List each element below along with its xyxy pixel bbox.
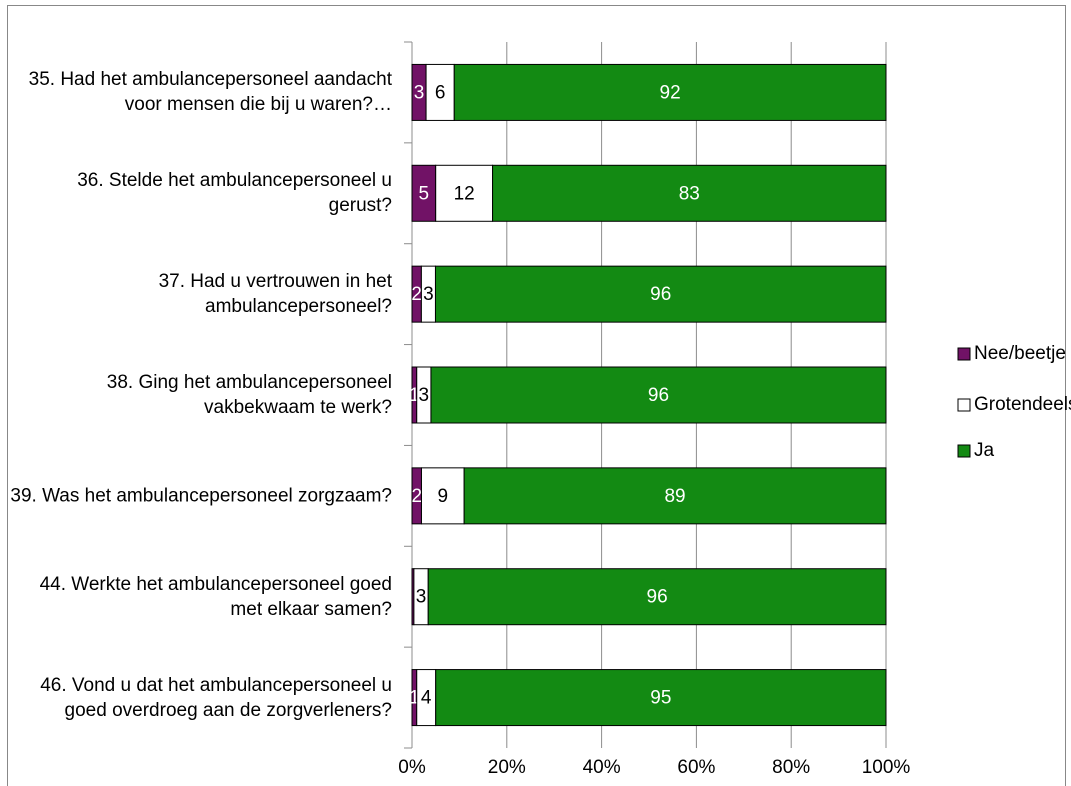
data-label: 92 <box>660 82 681 103</box>
legend-swatch <box>957 347 971 361</box>
legend-label: Ja <box>974 440 995 461</box>
frame <box>7 5 1066 786</box>
data-label: 96 <box>647 587 668 608</box>
bar-segment <box>492 164 887 222</box>
y-tick-label: 38. Ging het ambulancepersoneel vakbekwa… <box>106 372 392 418</box>
x-tick-label: 20% <box>488 757 526 778</box>
legend-label: Grotendeels <box>974 394 1071 415</box>
bar-segment <box>434 265 887 323</box>
bar-segment <box>425 63 455 121</box>
y-tick-label: 44. Werkte het ambulancepersoneel goed m… <box>39 573 392 620</box>
data-label: 96 <box>648 385 669 406</box>
data-label: 83 <box>679 183 700 204</box>
data-label: 1 <box>409 385 420 406</box>
data-label: 3 <box>414 82 425 103</box>
data-label: 1 <box>409 688 420 709</box>
bar-segment <box>435 669 887 727</box>
y-tick-label: 39. Was het ambulancepersoneel zorgzaam? <box>10 485 392 507</box>
data-label: 3 <box>423 284 434 305</box>
bar-segment <box>427 568 887 626</box>
data-label: 95 <box>650 688 671 709</box>
x-tick-label: 60% <box>677 757 715 778</box>
data-label: 89 <box>664 486 685 507</box>
bar-segment <box>463 467 887 525</box>
data-label: 2 <box>411 284 422 305</box>
legend-swatch <box>957 398 971 412</box>
legend-label: Nee/beetje <box>974 343 1066 364</box>
data-label: 3 <box>416 587 427 608</box>
bar-segment <box>453 63 887 121</box>
y-tick-label: 35. Had het ambulancepersoneel aandacht … <box>28 69 392 116</box>
data-label: 6 <box>435 82 446 103</box>
data-label: 2 <box>411 486 422 507</box>
y-tick-label: 46. Vond u dat het ambulancepersoneel u … <box>40 674 392 721</box>
data-label: 4 <box>421 688 432 709</box>
data-label: 96 <box>650 284 671 305</box>
legend-swatch <box>957 444 971 458</box>
x-tick-label: 80% <box>772 757 810 778</box>
data-label: 9 <box>438 486 449 507</box>
data-label: 5 <box>419 183 430 204</box>
x-tick-label: 0% <box>398 757 426 778</box>
data-label: 3 <box>419 385 430 406</box>
bar-segment <box>430 366 887 424</box>
x-tick-label: 40% <box>583 757 621 778</box>
y-tick-label: 36. Stelde het ambulancepersoneel u geru… <box>77 170 392 217</box>
y-tick-label: 37. Had u vertrouwen in het ambulanceper… <box>158 271 392 318</box>
x-tick-label: 100% <box>862 757 911 778</box>
data-label: 12 <box>454 183 475 204</box>
